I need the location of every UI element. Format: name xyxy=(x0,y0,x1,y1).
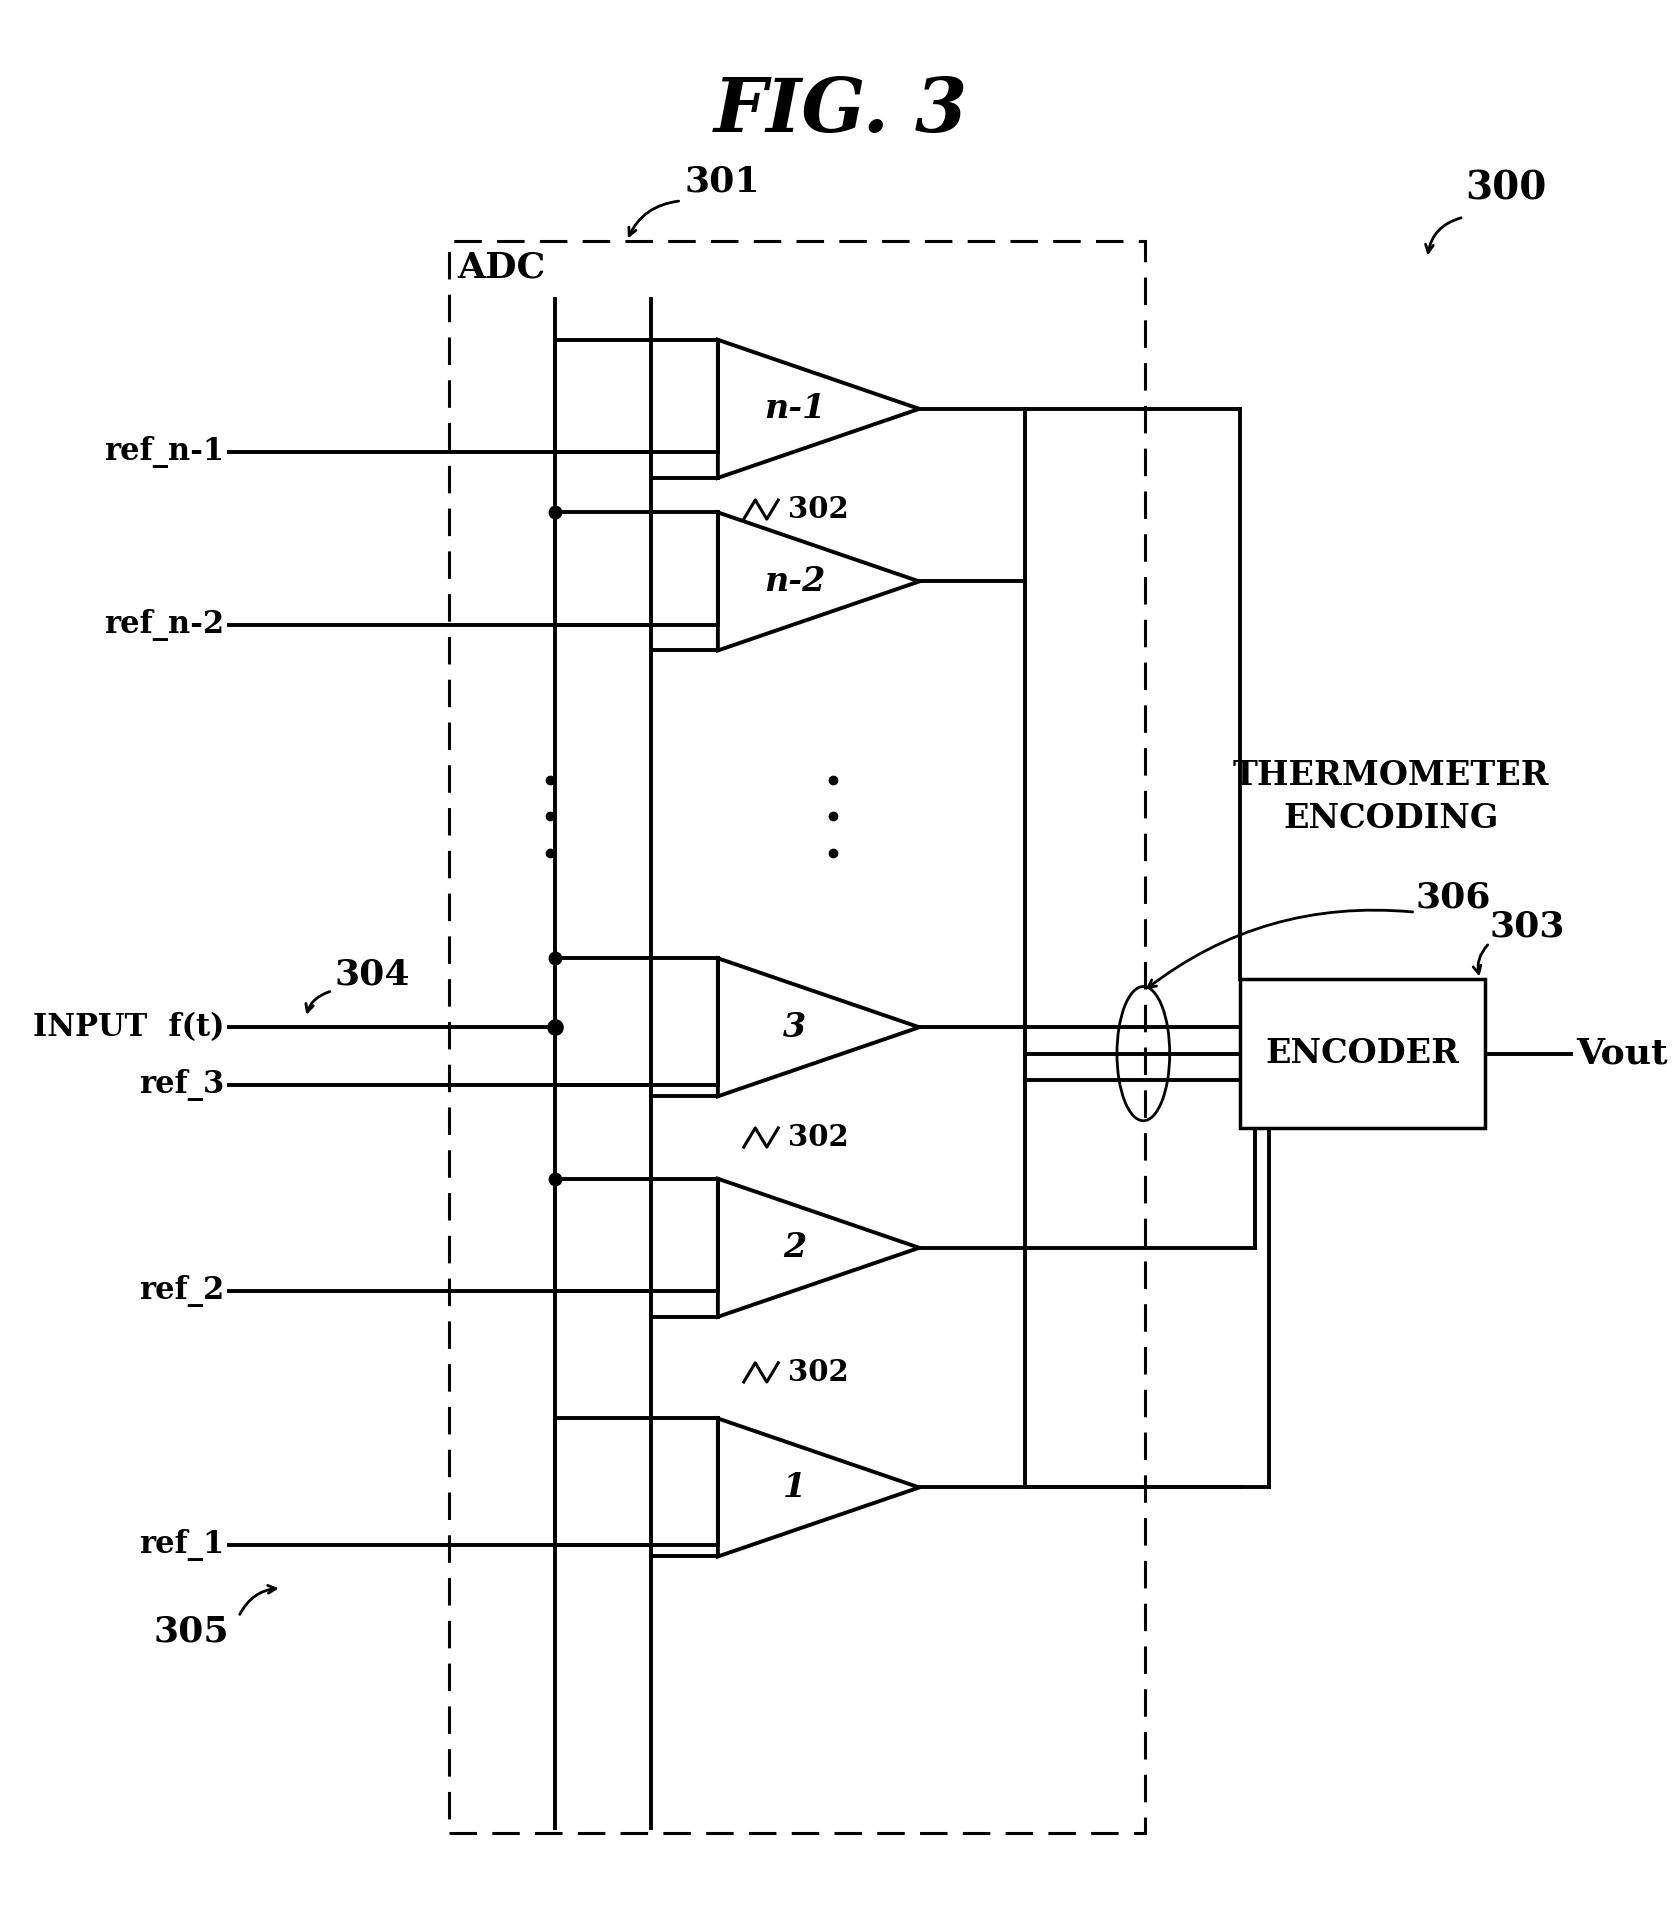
Text: 3: 3 xyxy=(783,1012,807,1044)
FancyArrowPatch shape xyxy=(629,200,679,235)
Text: ref_1: ref_1 xyxy=(139,1528,225,1561)
Text: ref_3: ref_3 xyxy=(139,1069,225,1100)
Text: 302: 302 xyxy=(788,1359,849,1387)
Text: 1: 1 xyxy=(783,1470,807,1503)
Text: 301: 301 xyxy=(684,164,760,198)
Text: n-1: n-1 xyxy=(763,393,825,426)
FancyArrowPatch shape xyxy=(240,1586,275,1615)
Bar xyxy=(449,241,1144,1833)
Text: 2: 2 xyxy=(783,1231,807,1264)
Text: THERMOMETER
ENCODING: THERMOMETER ENCODING xyxy=(1233,759,1550,834)
Text: 303: 303 xyxy=(1489,910,1565,944)
Text: n-2: n-2 xyxy=(763,565,825,597)
Text: 300: 300 xyxy=(1466,170,1548,208)
Text: 302: 302 xyxy=(788,1123,849,1152)
Text: Vout: Vout xyxy=(1576,1037,1667,1071)
FancyArrowPatch shape xyxy=(1425,218,1461,252)
Text: ref_2: ref_2 xyxy=(139,1276,225,1307)
FancyArrowPatch shape xyxy=(305,992,330,1012)
Text: FIG. 3: FIG. 3 xyxy=(713,75,968,148)
Text: 306: 306 xyxy=(1415,881,1491,915)
Bar xyxy=(1241,979,1484,1127)
Text: 305: 305 xyxy=(153,1615,230,1648)
Text: ref_n-2: ref_n-2 xyxy=(104,609,225,640)
Text: 302: 302 xyxy=(788,495,849,524)
Text: ADC: ADC xyxy=(458,251,545,285)
Text: 304: 304 xyxy=(334,958,409,992)
FancyArrowPatch shape xyxy=(1472,944,1487,973)
FancyArrowPatch shape xyxy=(1149,910,1412,989)
Text: INPUT  f(t): INPUT f(t) xyxy=(32,1012,225,1043)
Text: ENCODER: ENCODER xyxy=(1266,1037,1459,1069)
Text: ref_n-1: ref_n-1 xyxy=(104,436,225,468)
